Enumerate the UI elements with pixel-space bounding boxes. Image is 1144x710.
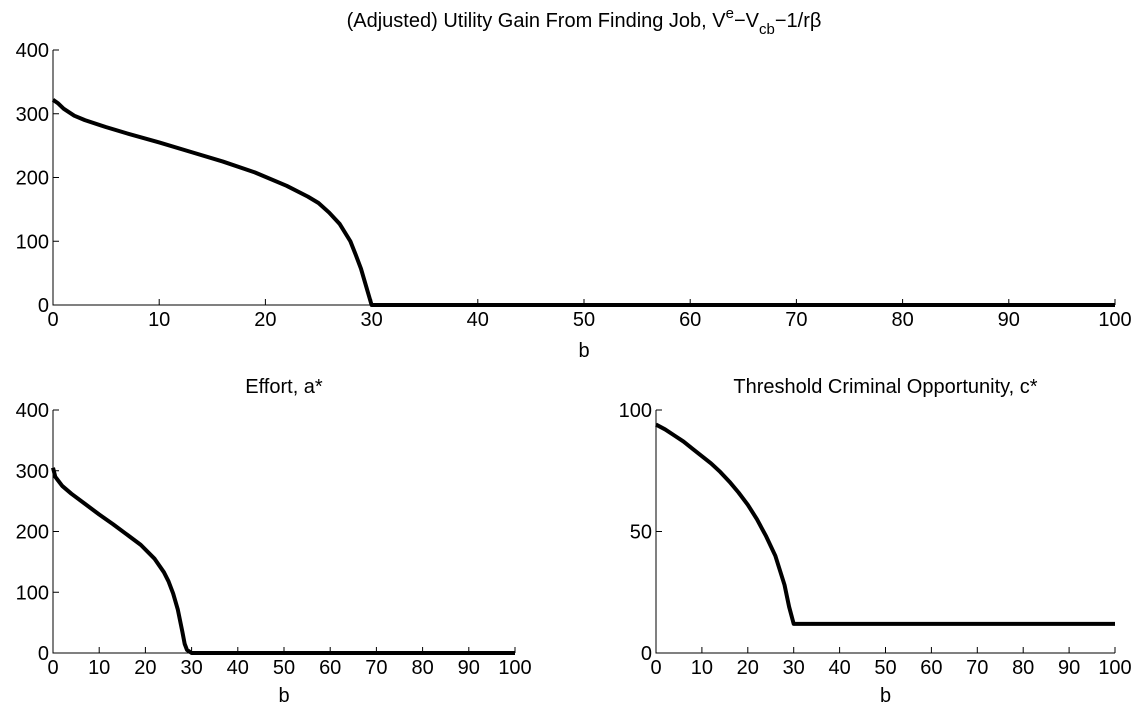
x-tick-label: 80 xyxy=(1012,657,1034,679)
y-tick-label: 0 xyxy=(38,295,49,317)
chart-title: Effort, a* xyxy=(245,376,323,398)
x-tick-label: 20 xyxy=(134,657,156,679)
x-tick-label: 70 xyxy=(966,657,988,679)
title-part-prefix: (Adjusted) Utility Gain From Finding Job… xyxy=(347,10,727,32)
x-tick-label: 0 xyxy=(47,657,58,679)
x-tick-label: 0 xyxy=(650,657,661,679)
chart-utility-gain: 0 10 20 30 40 50 60 70 80 90 100 0 100 200 300 400 b (Adj… xyxy=(16,5,1132,362)
x-tick-label: 10 xyxy=(691,657,713,679)
chart-threshold: 0 10 20 30 40 50 60 70 80 90 100 0 50 100 b Threshold C… xyxy=(619,376,1132,707)
title-part-mid: −V xyxy=(734,10,760,32)
x-tick-label: 90 xyxy=(998,309,1020,331)
x-tick-label: 20 xyxy=(737,657,759,679)
x-axis-label: b xyxy=(578,340,589,362)
x-tick-label: 50 xyxy=(273,657,295,679)
x-tick-label: 30 xyxy=(180,657,202,679)
y-tick-label: 100 xyxy=(619,400,652,422)
chart-title: Threshold Criminal Opportunity, c* xyxy=(733,376,1037,398)
x-axis-label: b xyxy=(880,685,891,707)
x-tick-label: 40 xyxy=(227,657,249,679)
axes-frame xyxy=(655,410,1115,654)
y-tick-label: 200 xyxy=(16,522,49,544)
x-tick-label: 10 xyxy=(88,657,110,679)
y-tick-label: 100 xyxy=(16,582,49,604)
y-tick-label: 300 xyxy=(16,461,49,483)
x-tick-label: 80 xyxy=(411,657,433,679)
title-part-sup: e xyxy=(726,5,734,22)
x-tick-label: 70 xyxy=(365,657,387,679)
x-tick-label: 60 xyxy=(319,657,341,679)
x-tick-label: 10 xyxy=(148,309,170,331)
axes-frame xyxy=(52,50,1115,306)
chart-title: (Adjusted) Utility Gain From Finding Job… xyxy=(347,5,822,38)
series-line xyxy=(655,422,1115,626)
chart-effort: 0 10 20 30 40 50 60 70 80 90 100 0 100 200 300 400 b Effo… xyxy=(16,376,532,707)
x-tick-label: 90 xyxy=(458,657,480,679)
x-tick-label: 60 xyxy=(920,657,942,679)
x-tick-label: 100 xyxy=(1098,309,1131,331)
x-tick-label: 40 xyxy=(828,657,850,679)
x-tick-label: 30 xyxy=(360,309,382,331)
x-tick-label: 50 xyxy=(573,309,595,331)
x-tick-label: 40 xyxy=(467,309,489,331)
y-tick-label: 200 xyxy=(16,168,49,190)
y-tick-label: 50 xyxy=(630,522,652,544)
x-tick-label: 0 xyxy=(47,309,58,331)
x-tick-label: 80 xyxy=(891,309,913,331)
y-tick-label: 300 xyxy=(16,104,49,126)
x-tick-label: 100 xyxy=(1098,657,1131,679)
title-part-suffix: −1/rβ xyxy=(775,10,822,32)
x-axis-label: b xyxy=(278,685,289,707)
x-tick-label: 100 xyxy=(498,657,531,679)
y-tick-label: 400 xyxy=(16,400,49,422)
y-tick-label: 100 xyxy=(16,231,49,253)
y-tick-label: 400 xyxy=(16,40,49,62)
x-tick-label: 90 xyxy=(1058,657,1080,679)
series-line xyxy=(51,98,1115,307)
y-tick-label: 0 xyxy=(38,643,49,665)
x-tick-label: 20 xyxy=(254,309,276,331)
series-line xyxy=(51,467,515,655)
x-tick-label: 50 xyxy=(874,657,896,679)
x-tick-label: 30 xyxy=(783,657,805,679)
title-part-sub: cb xyxy=(759,21,775,38)
y-tick-label: 0 xyxy=(641,643,652,665)
x-tick-label: 70 xyxy=(785,309,807,331)
x-tick-label: 60 xyxy=(679,309,701,331)
